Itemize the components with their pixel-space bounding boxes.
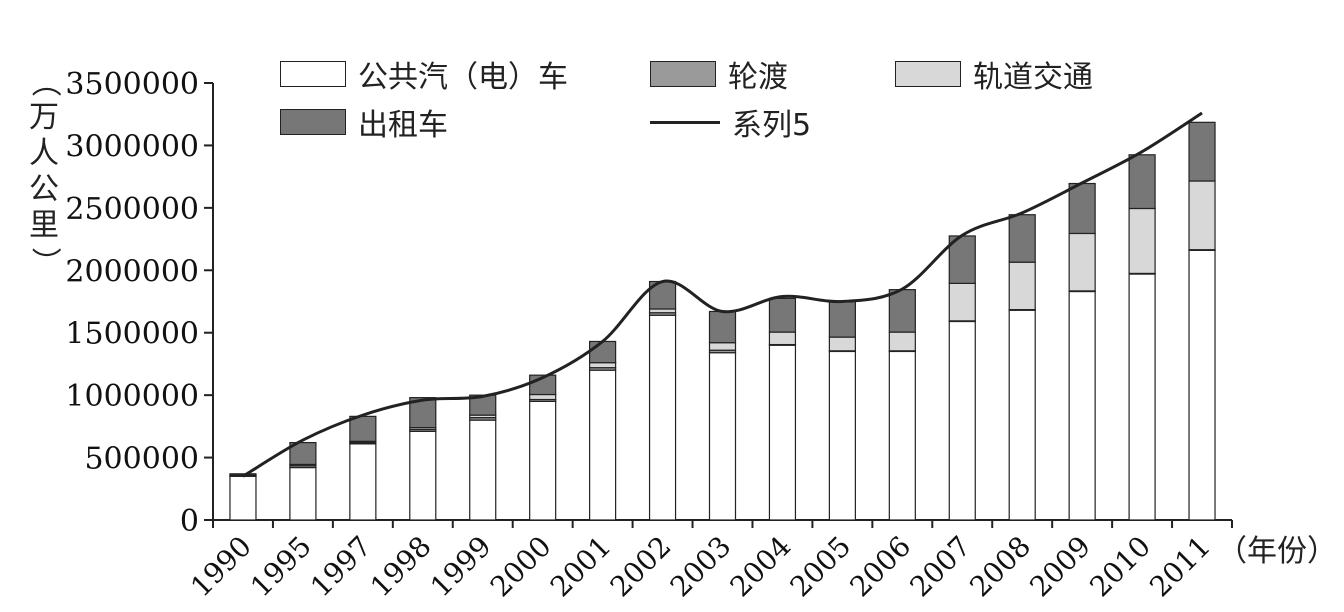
x-tick-label: 1995	[244, 530, 318, 604]
x-tick-label: 2000	[484, 530, 558, 604]
legend-label-taxi: 出租车	[358, 108, 448, 143]
bar-segment	[349, 415, 377, 442]
legend-swatch-bus	[280, 61, 346, 87]
bar-segment	[469, 419, 497, 521]
bar-segment	[708, 310, 737, 344]
bar-segment	[888, 331, 916, 352]
bar-segment	[529, 393, 557, 401]
x-axis-label: （年份）	[1217, 534, 1337, 569]
bar-segment	[589, 362, 617, 369]
bar-segment	[708, 342, 737, 351]
y-tick-label: 2500000	[65, 192, 199, 227]
bar-segment	[1008, 309, 1036, 521]
legend-label-bus: 公共汽（电）车	[358, 60, 568, 95]
y-axis-label-char: ）	[27, 247, 62, 277]
x-tick-label: 1997	[304, 530, 378, 604]
legend-line-series5	[650, 120, 720, 124]
legend-item-rail: 轨道交通	[895, 52, 1093, 96]
y-tick-label: 1000000	[65, 379, 199, 414]
bar-segment	[1128, 207, 1156, 275]
x-tick-label: 2011	[1143, 530, 1217, 604]
y-axis-label-char: 公	[29, 172, 59, 207]
legend-item-bus: 公共汽（电）车	[280, 52, 568, 96]
bar-segment	[948, 282, 976, 322]
legend-item-taxi: 出租车	[280, 100, 448, 144]
bar-segment	[828, 336, 856, 352]
bar-segment	[828, 350, 856, 521]
series5-line	[242, 111, 1203, 478]
bar-segment	[409, 430, 437, 521]
y-tick-label: 1500000	[65, 317, 199, 352]
legend-swatch-rail	[895, 61, 961, 87]
x-tick-label: 2003	[664, 530, 738, 604]
legend-swatch-taxi	[280, 109, 346, 135]
bar-segment	[768, 344, 797, 521]
bar-segment	[948, 320, 976, 521]
bar-segment	[828, 300, 856, 338]
bar-segment	[589, 340, 617, 364]
bar-segment	[349, 443, 377, 521]
legend-label-rail: 轨道交通	[973, 60, 1093, 95]
legend-swatch-ferry	[650, 61, 716, 87]
bar-segment	[289, 441, 317, 466]
bar-segment	[708, 352, 737, 521]
bar-segment	[768, 331, 797, 346]
bar-segment	[589, 369, 617, 521]
y-tick-label: 500000	[84, 442, 199, 477]
x-tick-label: 1990	[184, 530, 258, 604]
x-tick-label: 2008	[963, 530, 1037, 604]
x-tick-label: 2005	[784, 530, 858, 604]
x-tick-label: 2010	[1083, 530, 1157, 604]
bar-segment	[888, 289, 916, 333]
y-axis-label-char: 万	[29, 100, 59, 135]
bar-segment	[1068, 182, 1096, 235]
legend-item-ferry: 轮渡	[650, 52, 788, 96]
bar-segment	[229, 475, 257, 521]
x-tick-label: 2001	[544, 530, 618, 604]
y-axis-label-char: （	[27, 67, 62, 97]
x-tick-label: 1999	[424, 530, 498, 604]
bar-segment	[1008, 214, 1036, 263]
y-axis-label-char: 人	[29, 136, 59, 171]
x-tick-label: 2004	[724, 530, 798, 604]
legend-item-series5: 系列5	[650, 100, 811, 144]
y-tick-label: 3500000	[65, 67, 199, 102]
x-tick-label: 2002	[604, 530, 678, 604]
bar-segment	[648, 314, 677, 521]
bar-segment	[1188, 180, 1216, 251]
y-tick-label: 0	[180, 504, 199, 539]
bar-segment	[1188, 249, 1216, 521]
bar-segment	[1008, 261, 1036, 311]
bar-segment	[1188, 121, 1216, 182]
legend-label-series5: 系列5	[732, 108, 812, 143]
legend-label-ferry: 轮渡	[728, 60, 788, 95]
bar-segment	[529, 400, 557, 521]
x-tick-label: 1998	[364, 530, 438, 604]
x-tick-label: 2007	[903, 530, 977, 604]
x-tick-label: 2006	[844, 530, 918, 604]
bar-segment	[289, 466, 317, 521]
bar-segment	[888, 350, 916, 521]
y-tick-label: 3000000	[65, 129, 199, 164]
bar-segment	[1068, 232, 1096, 292]
bar-segment	[768, 297, 797, 333]
bar-segment	[1128, 154, 1156, 210]
bar-segment	[1068, 290, 1096, 521]
y-axis-label-char: 里	[29, 208, 59, 243]
y-axis-label: （ 万 人 公 里 ）	[22, 64, 66, 280]
x-tick-label: 2009	[1023, 530, 1097, 604]
y-tick-label: 2000000	[65, 254, 199, 289]
bar-segment	[1128, 273, 1156, 521]
